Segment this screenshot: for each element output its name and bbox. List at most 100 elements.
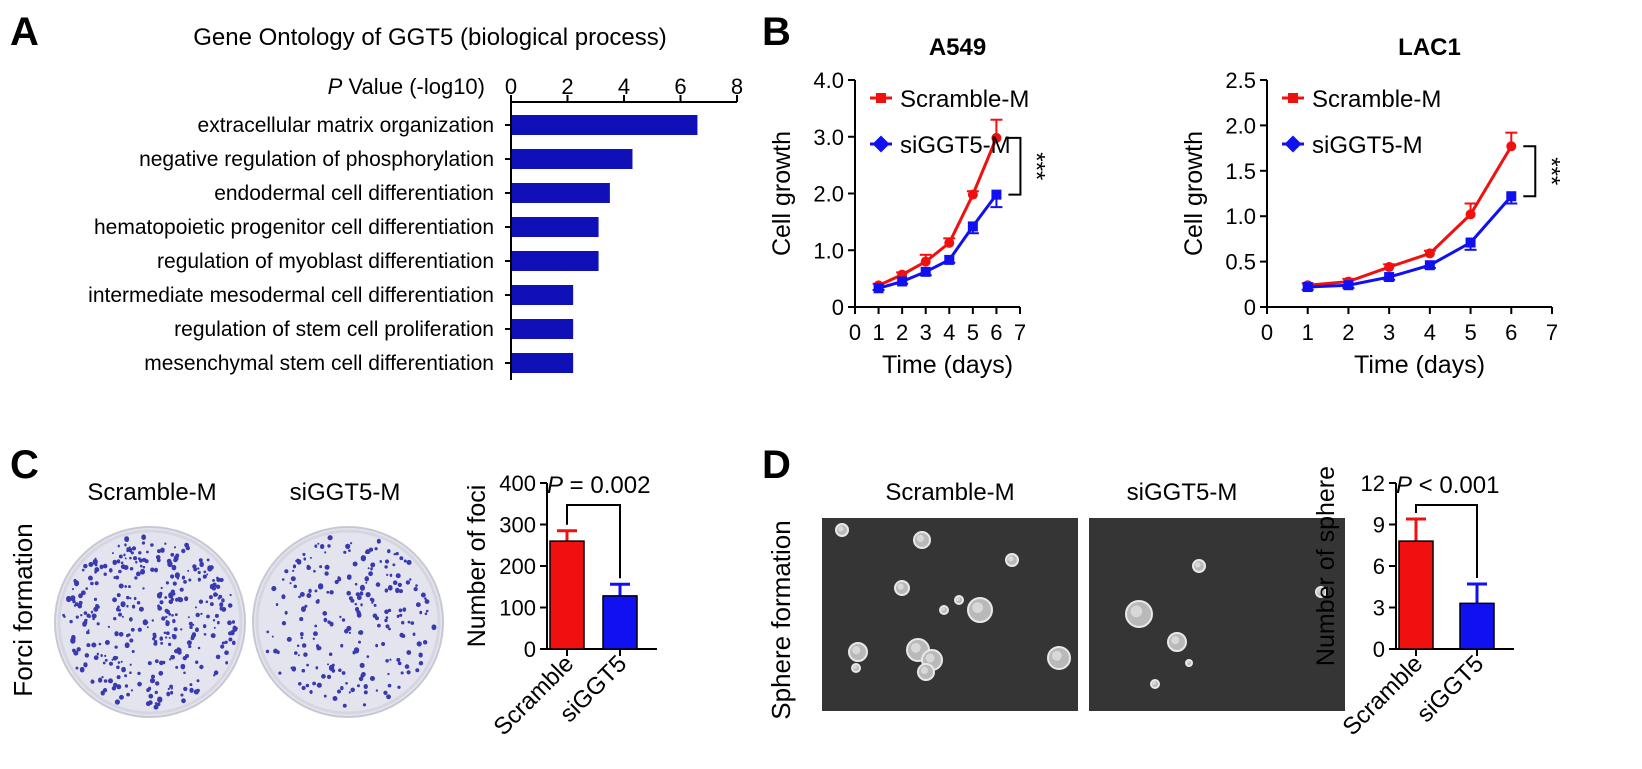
y-tick-label: 1.5: [1225, 159, 1256, 184]
data-point: [967, 221, 978, 232]
legend-label: siGGT5-M: [1312, 132, 1423, 159]
data-point: [1506, 191, 1517, 202]
category-label: intermediate mesodermal cell differentia…: [88, 284, 494, 307]
sphere-highlight: [1130, 605, 1143, 618]
chart-title: LAC1: [1398, 34, 1461, 61]
legend-label: siGGT5-M: [900, 132, 1011, 159]
series-line: [1307, 195, 1513, 289]
x-axis-label: Time (days): [1354, 351, 1485, 379]
data-point: [873, 283, 884, 294]
x-tick-label: 4: [1424, 320, 1436, 345]
sphere-highlight: [1187, 661, 1190, 664]
significance-bracket: [1008, 136, 1022, 196]
sphere-highlight: [838, 526, 844, 532]
culture-dish: [54, 526, 246, 718]
sphere-images: [822, 518, 1345, 711]
forci-formation-label: Forci formation: [8, 523, 38, 696]
data-point: [1424, 248, 1435, 259]
y-tick-label: 300: [499, 513, 536, 538]
data-point: [897, 276, 908, 287]
y-tick-label: 400: [499, 471, 536, 496]
y-tick-label: 3: [1373, 596, 1385, 621]
data-point: [1343, 280, 1354, 291]
legend-marker: [876, 93, 886, 103]
y-tick-label: 200: [499, 554, 536, 579]
y-tick-label: 2.5: [1225, 68, 1256, 93]
category-label: Scramble: [488, 650, 579, 741]
x-tick-label: 0: [505, 74, 517, 99]
x-tick-label: 1: [872, 320, 884, 345]
legend-marker: [872, 135, 890, 153]
category-label: negative regulation of phosphorylation: [139, 148, 494, 171]
data-point: [1465, 237, 1476, 248]
x-axis-label: Time (days): [882, 351, 1013, 379]
chart-title: Gene Ontology of GGT5 (biological proces…: [193, 24, 667, 51]
y-tick-label: 0: [1373, 637, 1385, 662]
p-value-label: P < 0.001: [1396, 472, 1499, 499]
significance-bracket: [566, 504, 621, 579]
category-label: regulation of stem cell proliferation: [174, 318, 494, 341]
series-line: [877, 137, 998, 287]
significance-bracket: [1415, 504, 1478, 578]
bar: [512, 149, 633, 169]
bar: [512, 353, 574, 373]
category-label: hematopoietic progenitor cell differenti…: [94, 216, 494, 239]
y-tick-label: 2.0: [813, 182, 844, 207]
sphere-highlight: [956, 597, 960, 601]
series-line: [1307, 145, 1513, 287]
sphere-highlight: [897, 583, 904, 590]
bar: [1398, 540, 1434, 650]
foci-sigg-label: siGGT5-M: [290, 479, 401, 506]
sphere-highlight: [972, 602, 983, 613]
category-label: mesenchymal stem cell differentiation: [144, 352, 494, 375]
bar: [602, 595, 638, 650]
y-axis-label: Number of sphere: [1312, 466, 1340, 666]
culture-dish: [252, 526, 444, 718]
sphere-highlight: [1195, 562, 1201, 568]
x-tick-label: 7: [1014, 320, 1026, 345]
sphere-highlight: [910, 642, 921, 653]
panel-letter-b: B: [762, 10, 791, 54]
data-point: [1465, 209, 1476, 220]
panel-letter-a: A: [10, 10, 39, 54]
sphere-highlight: [1317, 588, 1323, 594]
bar: [512, 183, 610, 203]
x-tick-label: 0: [849, 320, 861, 345]
bar: [549, 540, 585, 650]
p-value-label: P = 0.002: [547, 472, 650, 499]
x-tick-label: 5: [967, 320, 979, 345]
foci-scramble-label: Scramble-M: [87, 479, 216, 506]
y-tick-label: 0: [832, 295, 844, 320]
category-label: siGGT5: [1412, 650, 1490, 728]
panel-letter-c: C: [10, 443, 39, 487]
y-axis-label: Number of foci: [463, 485, 491, 648]
x-tick-label: 4: [943, 320, 955, 345]
x-tick-label: 1: [1302, 320, 1314, 345]
significance-stars: ***: [1022, 152, 1049, 180]
x-tick-label: 8: [731, 74, 743, 99]
y-tick-label: 1.0: [1225, 204, 1256, 229]
data-point: [991, 189, 1002, 200]
foci-colonies: [265, 535, 437, 708]
data-point: [1506, 141, 1517, 152]
x-tick-label: 5: [1464, 320, 1476, 345]
x-tick-label: 6: [1505, 320, 1517, 345]
series-line: [878, 193, 998, 290]
y-tick-label: 0: [524, 637, 536, 662]
data-point: [1384, 262, 1395, 273]
sphere-highlight: [925, 653, 935, 663]
x-tick-label: 6: [674, 74, 686, 99]
x-tick-label: 0: [1261, 320, 1273, 345]
x-tick-label: 2: [896, 320, 908, 345]
y-tick-label: 6: [1373, 554, 1385, 579]
category-label: Scramble: [1337, 650, 1428, 741]
sphere-sigg-label: siGGT5-M: [1127, 479, 1238, 506]
significance-bracket: [1523, 145, 1537, 198]
y-axis-label: Cell growth: [1180, 131, 1208, 256]
data-point: [1424, 260, 1435, 271]
bar: [512, 251, 599, 271]
sphere-highlight: [916, 534, 925, 543]
